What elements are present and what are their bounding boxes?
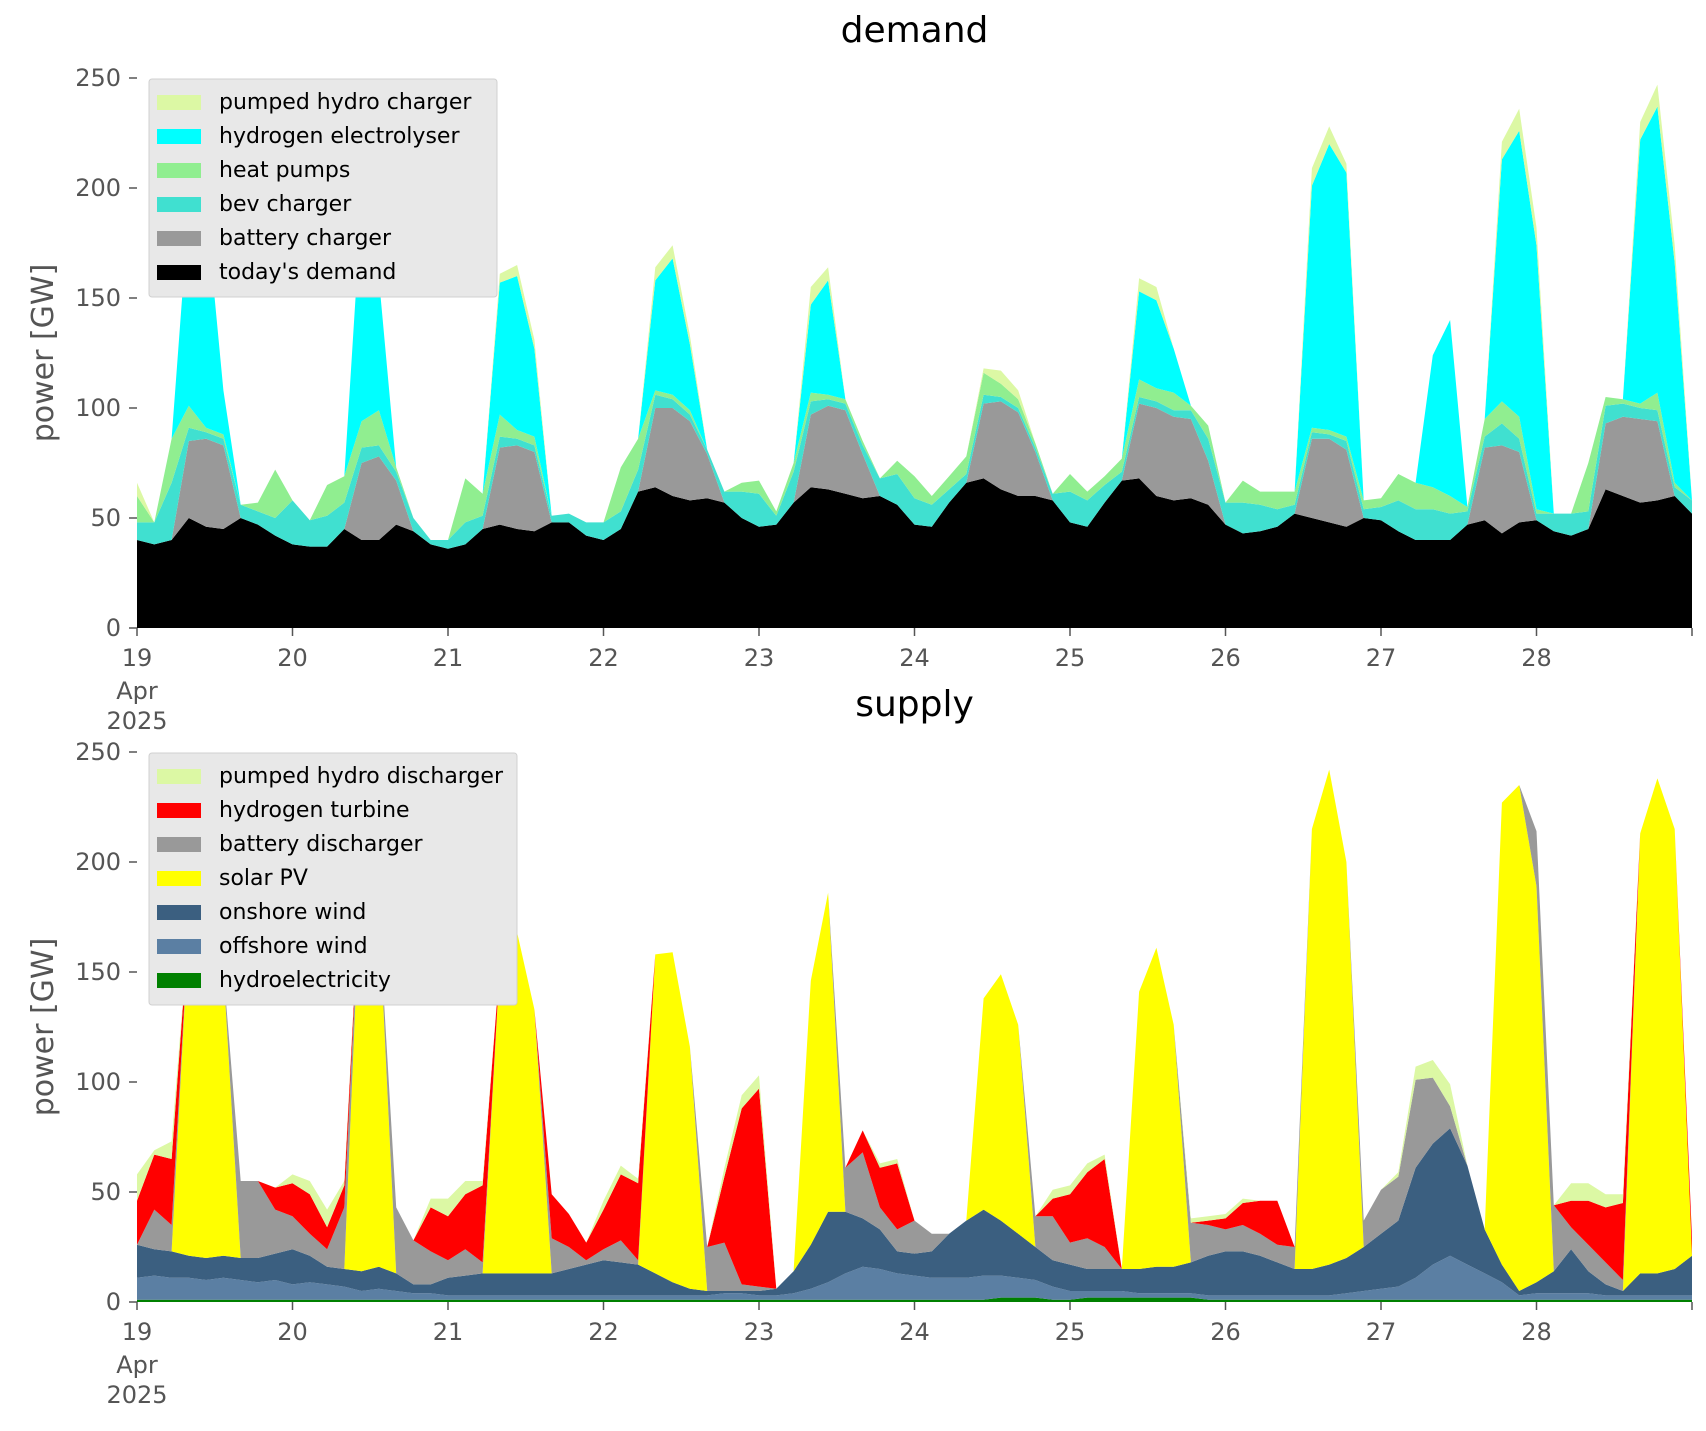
area-solar-pv [137,769,1692,1291]
x-tick-label: 23 [744,1318,775,1346]
legend-swatch [157,905,201,920]
x-tick-label: 23 [744,644,775,672]
legend-entry: today's demand [219,260,396,285]
y-tick-label: 200 [75,848,121,876]
y-tick-label: 250 [75,738,121,766]
area-hydrogen-electrolyser [137,106,1692,540]
y-tick-label: 150 [75,284,121,312]
legend-entry: pumped hydro charger [219,90,472,115]
y-tick-label: 250 [75,64,121,92]
legend-entry: battery discharger [219,832,424,857]
x-tick-label: 28 [1521,644,1552,672]
area-battery-discharger [137,769,1692,1291]
x-tick-label: 27 [1366,1318,1397,1346]
x-tick-label: 20 [277,1318,308,1346]
x-tick-label: 26 [1210,1318,1241,1346]
x-tick-label: 28 [1521,1318,1552,1346]
x-tick-label: 27 [1366,644,1397,672]
y-axis-label: power [GW] [26,938,61,1117]
legend-swatch [157,973,201,988]
x-tick-year: 2025 [106,707,167,735]
legend-swatch [157,803,201,818]
legend-swatch [157,265,201,280]
x-tick-label: 26 [1210,644,1241,672]
legend-swatch [157,163,201,178]
legend-entry: offshore wind [219,934,368,959]
y-tick-label: 150 [75,958,121,986]
legend-box [148,752,518,1006]
area-offshore-wind [137,1255,1692,1300]
y-tick-label: 100 [75,394,121,422]
legend-entry: hydrogen electrolyser [219,124,460,149]
legend-entry: hydrogen turbine [219,798,410,823]
legend-swatch [157,231,201,246]
chart-title: demand [841,10,989,51]
legend-box [148,78,498,298]
legend: pumped hydro discharger hydrogen turbine b… [148,752,518,1006]
area-bev-charger [137,394,1692,549]
x-tick-label: 19 [122,644,153,672]
x-tick-label: 19 [122,1318,153,1346]
legend-swatch [157,837,201,852]
legend-swatch [157,197,201,212]
legend: pumped hydro charger hydrogen electrolyse… [148,78,498,298]
legend-swatch [157,871,201,886]
y-tick-label: 50 [90,1178,121,1206]
y-tick-label: 200 [75,174,121,202]
y-tick-label: 0 [106,1288,121,1316]
y-tick-label: 50 [90,504,121,532]
legend-entry: pumped hydro discharger [219,764,504,789]
legend-entry: hydroelectricity [219,968,391,993]
legend-swatch [157,939,201,954]
legend-swatch [157,95,201,110]
y-axis-label: power [GW] [26,264,61,443]
x-tick-label: 25 [1055,644,1086,672]
x-tick-label: 21 [433,1318,464,1346]
legend-entry: solar PV [219,866,308,891]
chart-title: supply [855,684,974,725]
x-tick-year: 2025 [106,1381,167,1409]
x-tick-label: 22 [588,644,619,672]
x-tick-label: 24 [899,644,930,672]
x-tick-label: 24 [899,1318,930,1346]
legend-swatch [157,129,201,144]
legend-entry: bev charger [219,192,352,217]
x-tick-month: Apr [116,1351,158,1379]
legend-entry: onshore wind [219,900,366,925]
y-tick-label: 0 [106,614,121,642]
y-tick-label: 100 [75,1068,121,1096]
legend-swatch [157,769,201,784]
legend-entry: heat pumps [219,158,350,183]
x-tick-label: 22 [588,1318,619,1346]
x-tick-label: 20 [277,644,308,672]
x-tick-label: 21 [433,644,464,672]
legend-entry: battery charger [219,226,392,251]
area-battery-charger [137,401,1692,549]
x-tick-month: Apr [116,677,158,705]
area-onshore-wind [137,1128,1692,1296]
x-tick-label: 25 [1055,1318,1086,1346]
